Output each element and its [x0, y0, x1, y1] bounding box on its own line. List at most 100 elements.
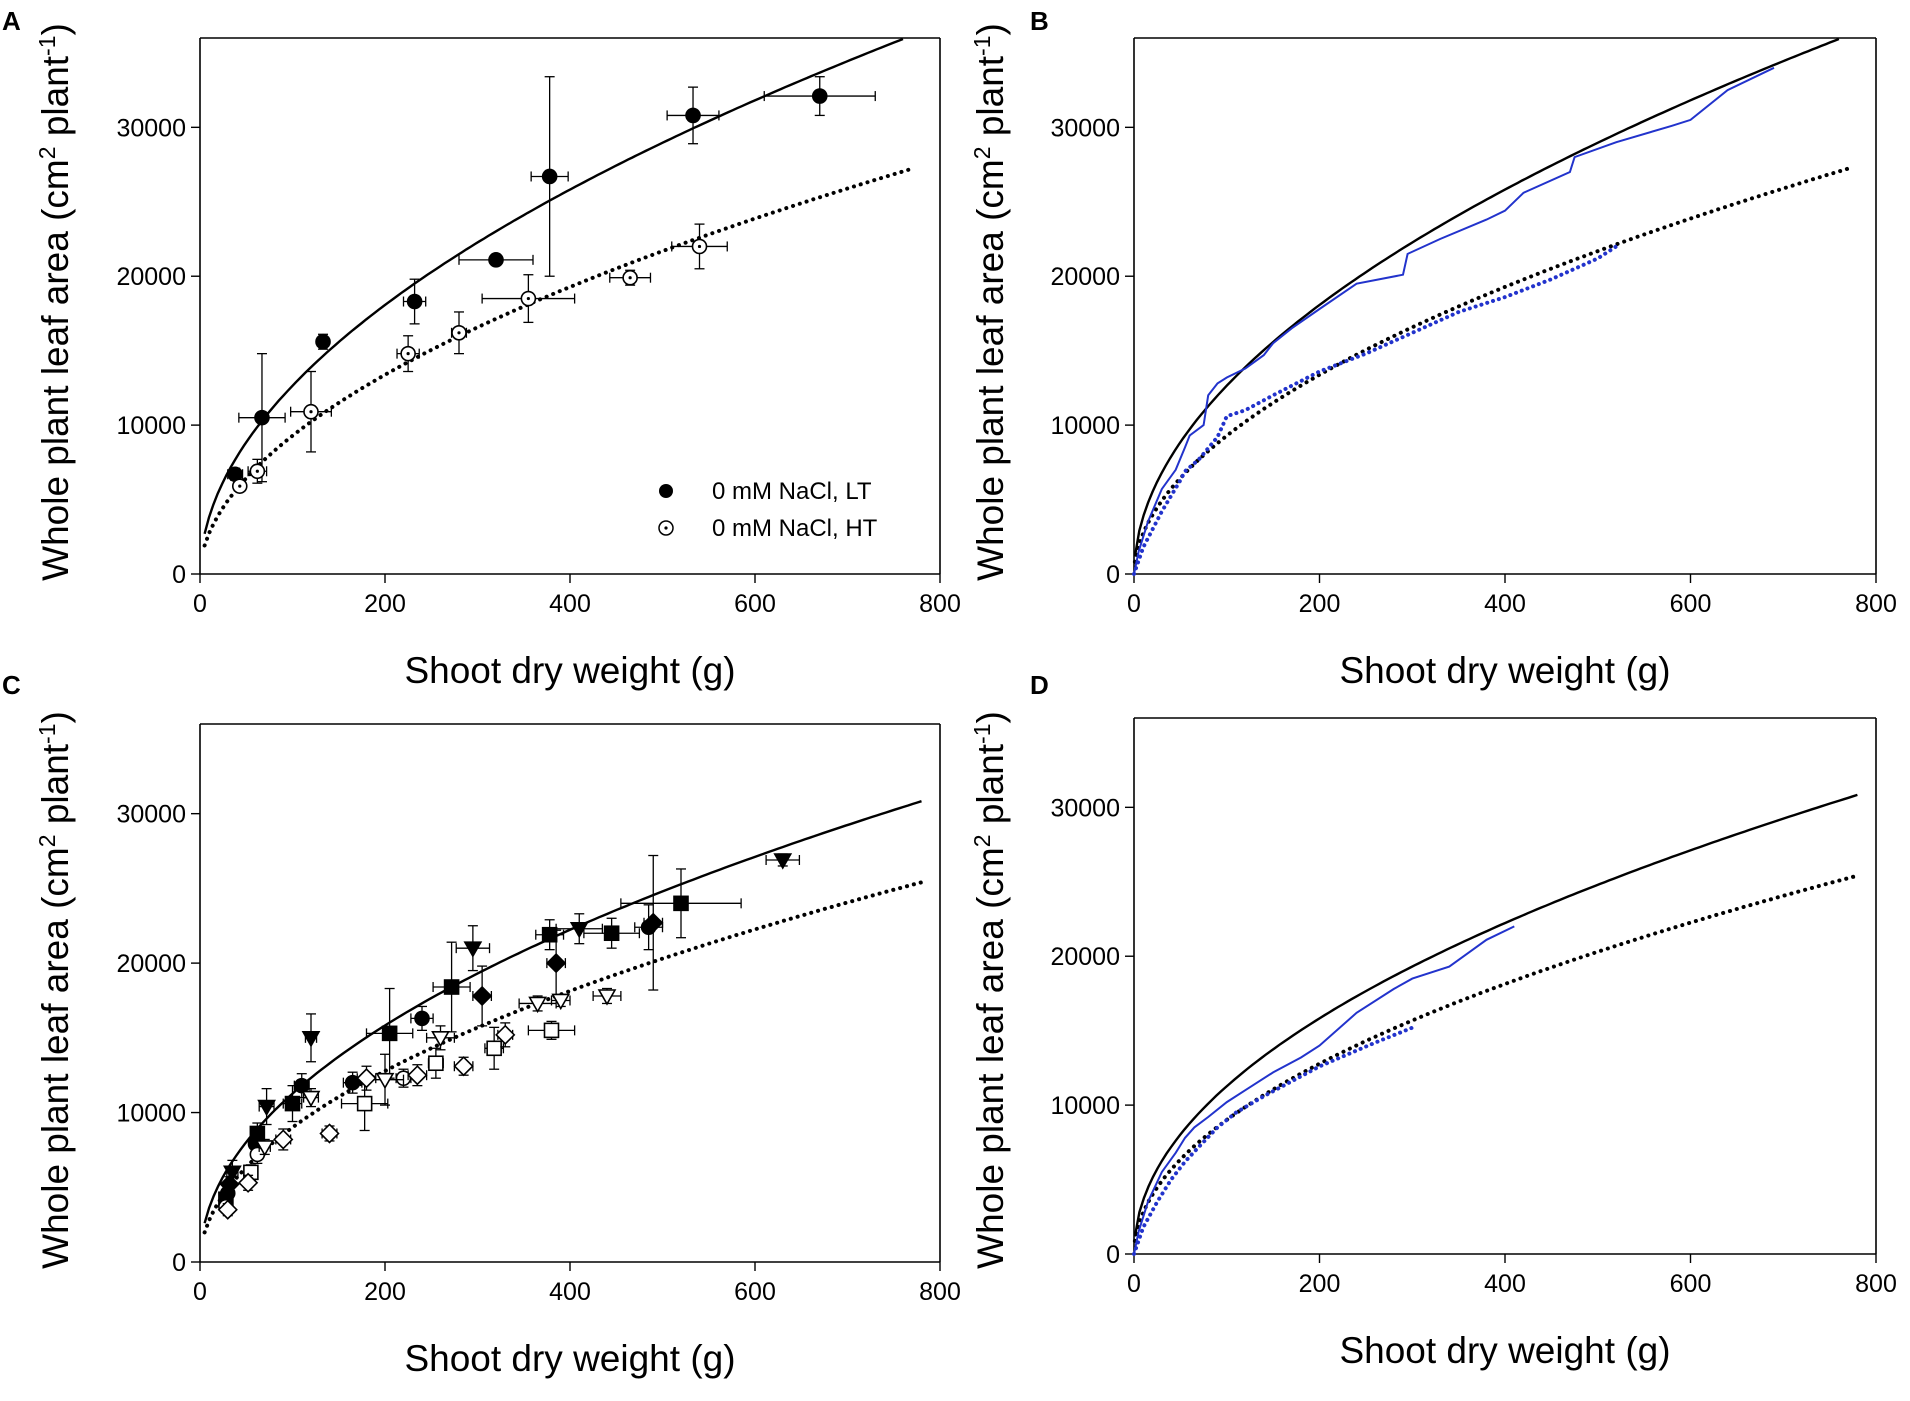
panel-d-x-tick-label: 400 — [1484, 1270, 1526, 1298]
panel-d-x-tick-label: 0 — [1127, 1270, 1141, 1298]
panel-c-point-open-diamond — [356, 1068, 377, 1089]
panel-c-point-open-diamond — [273, 1129, 294, 1150]
panel-c-point-filled-square — [284, 1095, 301, 1112]
panel-d-y-tick-label: 30000 — [1050, 794, 1120, 822]
panel-c-point-open-diamond — [217, 1199, 238, 1220]
panel-a-fit-curve-solid — [203, 37, 904, 535]
panel-c-point-open-triangle-down — [301, 1090, 321, 1108]
panel-d-plot: 0 200 400 600 800 0 10000 20000 30000 — [1050, 717, 1897, 1298]
panel-b-y-tick-label: 10000 — [1050, 412, 1120, 440]
panel-d-y-axis-title: Whole plant leaf area (cm2 plant-1) — [969, 711, 1011, 1269]
panel-d-trace-solid — [1133, 925, 1515, 1255]
panel-c-y-axis-title: Whole plant leaf area (cm2 plant-1) — [34, 711, 76, 1269]
panel-a-point-filled-circle — [488, 252, 504, 268]
panel-a-x-tick-label: 600 — [734, 590, 776, 618]
panel-c-x-tick-label: 400 — [549, 1278, 591, 1306]
panel-c-point-filled-circle — [414, 1010, 430, 1027]
panel-d: D Shoot dry weight (g) Whole plant leaf … — [969, 670, 1671, 1371]
panel-a-x-tick-label: 200 — [364, 590, 406, 618]
legend-label-ht: 0 mM NaCl, HT — [712, 515, 878, 542]
panel-c-point-filled-circle — [344, 1074, 361, 1091]
panel-c-x-tick-label: 600 — [734, 1278, 776, 1306]
panel-b-trace-solid — [1133, 66, 1775, 575]
panel-letter-d: D — [1030, 670, 1049, 700]
panel-a-fit-curve-dotted — [202, 166, 915, 548]
panel-a-y-tick-label: 10000 — [116, 412, 186, 440]
panel-a: A Shoot dry weight (g) Whole plant leaf … — [2, 6, 736, 691]
panel-c: C Shoot dry weight (g) Whole plant leaf … — [2, 670, 736, 1379]
panel-c-point-open-triangle-down — [528, 996, 548, 1014]
panel-d-x-tick-label: 800 — [1855, 1270, 1897, 1298]
panel-a-point-filled-circle — [685, 107, 701, 124]
panel-a-point-filled-circle — [406, 293, 423, 310]
panel-c-point-open-diamond — [237, 1172, 259, 1193]
panel-a-point-open-circle-dot-dot — [457, 331, 461, 335]
panel-d-fit-curve-dotted — [1132, 873, 1860, 1243]
panel-d-trace-dotted — [1132, 1025, 1415, 1256]
panel-b-x-axis-title: Shoot dry weight (g) — [1339, 650, 1670, 691]
panel-c-point-filled-square — [249, 1125, 266, 1142]
panel-b-fit-curve-dotted — [1132, 165, 1855, 564]
panel-c-y-tick-label: 30000 — [116, 801, 186, 829]
panel-a-plot: 0 200 400 600 800 0 10000 20000 30000 — [116, 37, 961, 618]
panel-c-fit-curve-solid — [203, 800, 922, 1224]
panel-a-y-tick-label: 20000 — [116, 263, 186, 291]
panel-letter-c: C — [2, 670, 21, 700]
panel-c-y-tick-label: 0 — [172, 1249, 186, 1277]
panel-d-fit-curve-solid — [1133, 793, 1858, 1237]
panel-c-fit-curve-dotted — [202, 880, 924, 1235]
panel-b-fit-curve-solid — [1133, 37, 1840, 557]
panel-c-point-open-triangle-down — [551, 993, 571, 1011]
panel-c-point-filled-triangle-down — [301, 1031, 321, 1048]
panel-b-plot: 0 200 400 600 800 0 10000 20000 30000 — [1050, 37, 1897, 618]
panel-a-point-filled-circle — [315, 333, 331, 350]
panel-a-x-tick-label: 0 — [193, 590, 207, 618]
panel-c-point-open-square — [543, 1022, 560, 1039]
panel-b-x-tick-label: 800 — [1855, 590, 1897, 618]
panel-b-y-axis-title: Whole plant leaf area (cm2 plant-1) — [969, 23, 1011, 581]
panel-b-x-tick-label: 600 — [1670, 590, 1712, 618]
panel-c-point-open-triangle-down — [597, 989, 617, 1006]
panel-a-legend: 0 mM NaCl, LT 0 mM NaCl, HT — [658, 478, 878, 542]
panel-a-point-open-circle-dot-dot — [309, 410, 313, 414]
panel-c-point-open-diamond — [407, 1065, 428, 1086]
panel-c-y-tick-label: 20000 — [116, 950, 186, 978]
panel-c-point-open-square — [486, 1040, 502, 1057]
panel-d-y-tick-label: 10000 — [1050, 1092, 1120, 1120]
panel-c-x-tick-label: 200 — [364, 1278, 406, 1306]
panel-b-x-tick-label: 200 — [1299, 590, 1341, 618]
panel-c-x-axis-title: Shoot dry weight (g) — [404, 1338, 735, 1379]
panel-a-point-open-circle-dot-dot — [406, 352, 410, 356]
panel-c-point-open-square — [356, 1095, 373, 1112]
panel-c-point-filled-square — [673, 895, 689, 912]
panel-c-point-open-diamond — [319, 1123, 340, 1144]
panel-a-y-axis-title: Whole plant leaf area (cm2 plant-1) — [34, 23, 76, 581]
panel-d-x-axis-title: Shoot dry weight (g) — [1339, 1330, 1670, 1371]
panel-a-y-tick-label: 30000 — [116, 114, 186, 142]
panel-a-x-tick-label: 400 — [549, 590, 591, 618]
panel-c-point-filled-square — [603, 925, 620, 942]
legend-marker-lt — [659, 484, 673, 498]
panel-c-x-tick-label: 800 — [919, 1278, 961, 1306]
panel-c-point-open-diamond — [495, 1024, 516, 1045]
panel-b: B Shoot dry weight (g) Whole plant leaf … — [969, 6, 1671, 691]
panel-b-x-tick-label: 400 — [1484, 590, 1526, 618]
panel-c-x-tick-label: 0 — [193, 1278, 207, 1306]
panel-c-point-filled-diamond — [471, 985, 493, 1007]
panel-b-y-tick-label: 30000 — [1050, 114, 1120, 142]
panel-c-point-filled-square — [381, 1025, 398, 1042]
panel-a-x-tick-label: 800 — [919, 590, 961, 618]
panel-c-point-filled-square — [443, 979, 460, 995]
panel-a-point-open-circle-dot-dot — [255, 469, 259, 473]
panel-c-point-filled-triangle-down — [463, 941, 483, 958]
panel-c-point-open-triangle-down — [255, 1140, 275, 1157]
panel-d-x-tick-label: 200 — [1299, 1270, 1341, 1298]
panel-c-point-open-triangle-down — [431, 1031, 450, 1048]
legend-label-lt: 0 mM NaCl, LT — [712, 478, 872, 505]
panel-a-point-open-circle-dot-dot — [238, 484, 242, 488]
panel-d-y-tick-label: 20000 — [1050, 943, 1120, 971]
panel-c-point-filled-diamond — [219, 1174, 240, 1195]
panel-d-x-tick-label: 600 — [1670, 1270, 1712, 1298]
panel-c-point-filled-triangle-down — [222, 1165, 242, 1182]
